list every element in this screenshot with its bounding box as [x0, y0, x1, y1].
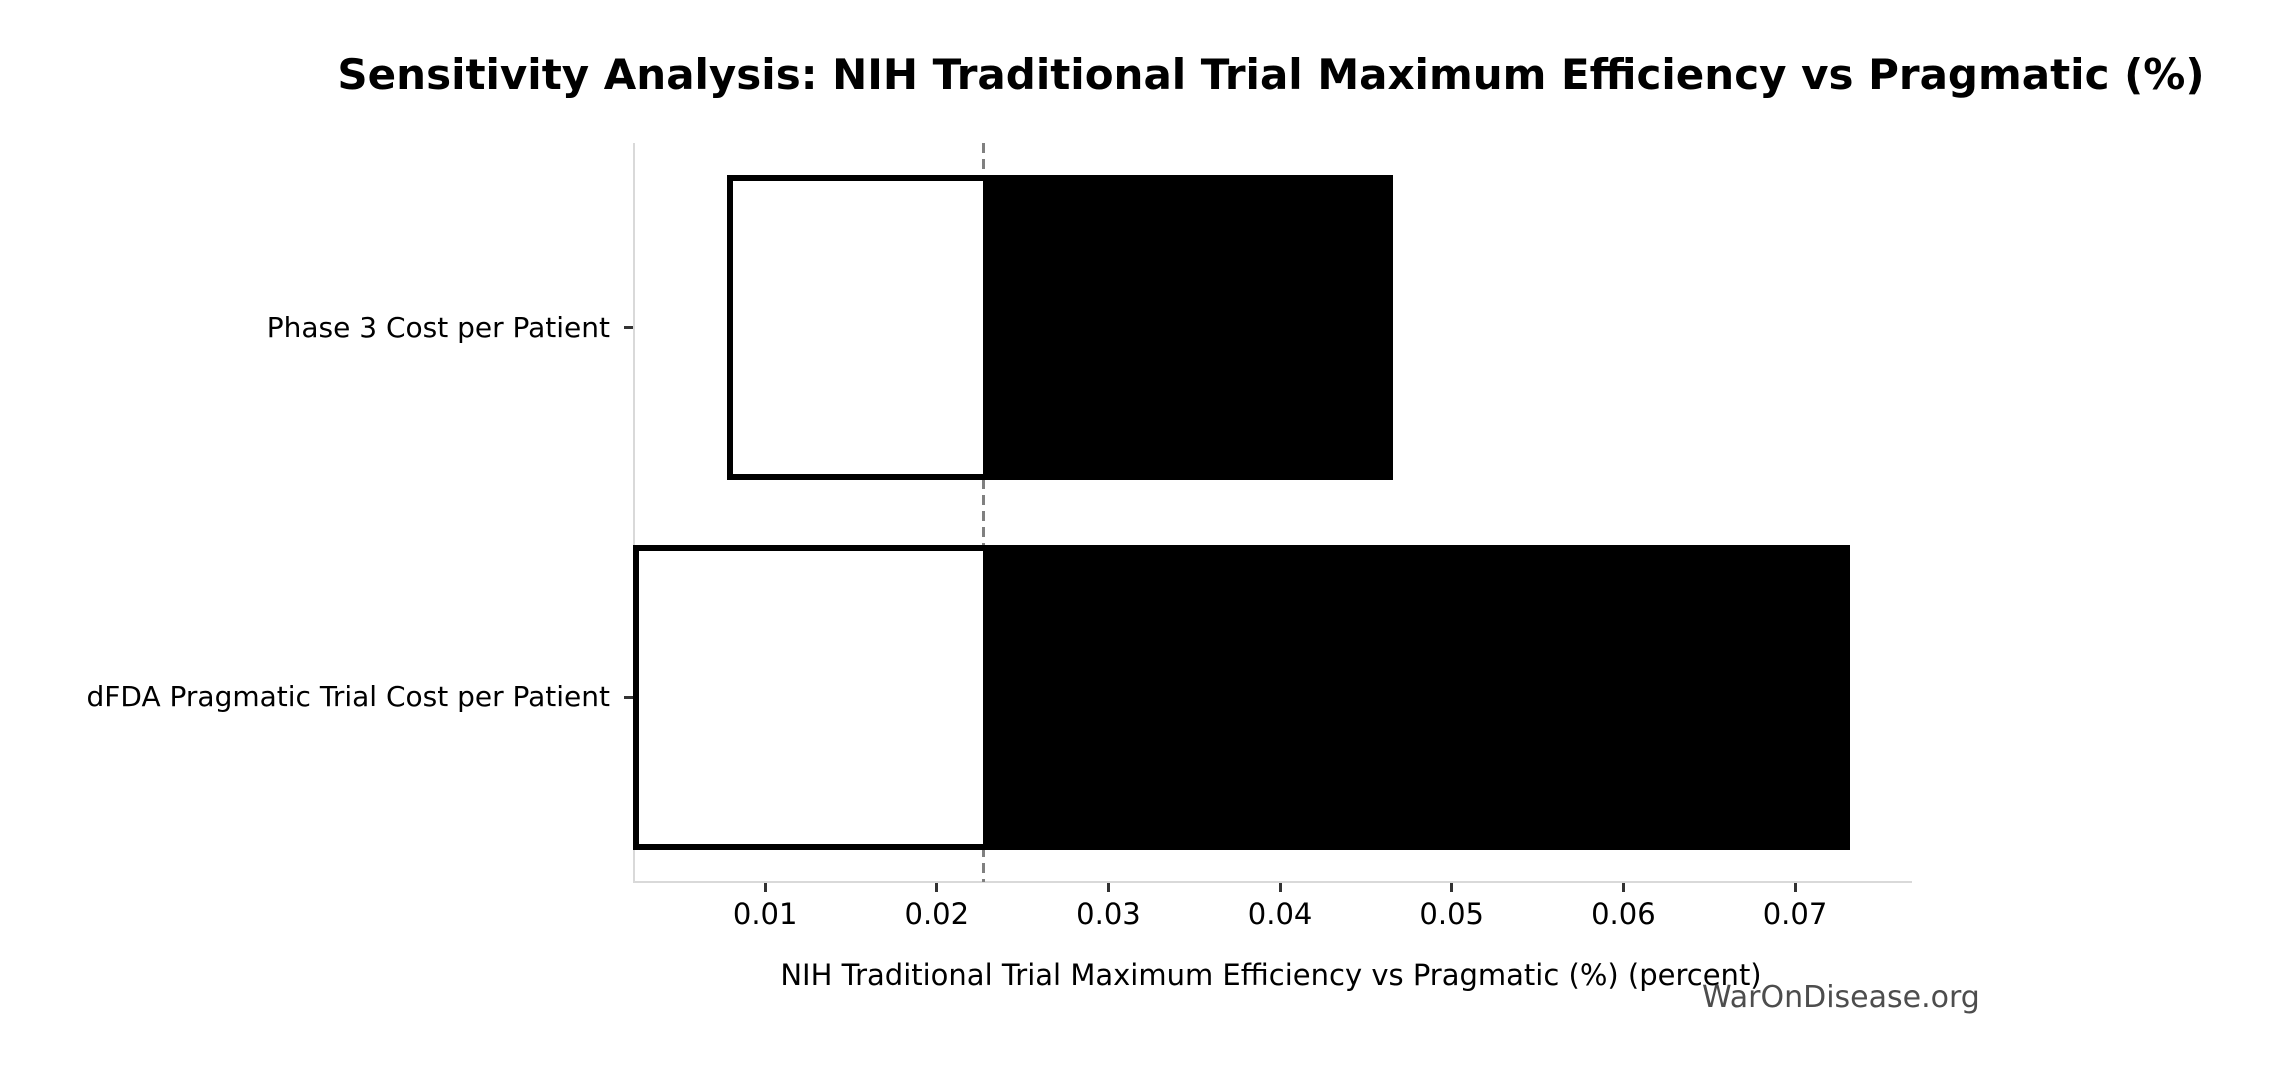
x-axis-spine: [633, 881, 1912, 883]
x-tick-label: 0.07: [1762, 897, 1828, 931]
chart-title: Sensitivity Analysis: NIH Traditional Tr…: [337, 50, 2205, 99]
x-tick-mark: [935, 883, 939, 892]
x-tick-mark: [1793, 883, 1797, 892]
x-tick-mark: [1106, 883, 1110, 892]
y-category-label: Phase 3 Cost per Patient: [266, 310, 610, 344]
x-tick-mark: [1450, 883, 1454, 892]
tornado-bar-high-segment: [983, 544, 1850, 850]
x-tick-label: 0.04: [1247, 897, 1313, 931]
x-tick-label: 0.02: [904, 897, 970, 931]
y-axis-spine: [633, 143, 635, 882]
x-axis-title: NIH Traditional Trial Maximum Efficiency…: [780, 958, 1762, 992]
base-value-dashed-line: [981, 143, 985, 882]
x-tick-label: 0.06: [1591, 897, 1656, 931]
y-category-label: dFDA Pragmatic Trial Cost per Patient: [86, 680, 611, 714]
x-tick-label: 0.01: [732, 897, 798, 931]
y-tick-mark: [624, 326, 633, 330]
x-tick-mark: [1278, 883, 1282, 892]
x-tick-label: 0.03: [1076, 897, 1141, 931]
tornado-bar-high-segment: [983, 175, 1394, 481]
x-tick-mark: [763, 883, 767, 892]
x-tick-mark: [1621, 883, 1625, 892]
y-tick-mark: [624, 695, 633, 699]
x-tick-label: 0.05: [1419, 897, 1485, 931]
watermark-text: WarOnDisease.org: [1702, 980, 1980, 1015]
